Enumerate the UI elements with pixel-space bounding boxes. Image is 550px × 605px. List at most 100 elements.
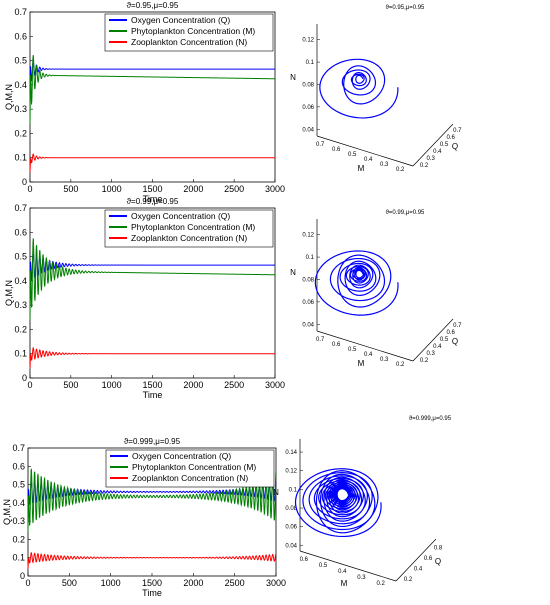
trajectory-line xyxy=(319,58,399,119)
x-tick-label: 2500 xyxy=(224,380,244,390)
x-tick-label: 2500 xyxy=(225,578,245,588)
series-line-2 xyxy=(27,468,277,533)
legend-box xyxy=(104,13,274,52)
series-line-2 xyxy=(29,55,276,124)
q-tick-label: 0.5 xyxy=(440,337,449,343)
legend-box xyxy=(105,449,275,488)
x-axis-label: Time xyxy=(143,194,163,204)
x-tick-label: 1500 xyxy=(142,380,162,390)
m-tick-label: 0.2 xyxy=(396,362,405,368)
m-tick-label: 0.5 xyxy=(348,347,357,353)
legend-entry: Zooplankton Concentration (N) xyxy=(132,473,248,483)
m-axis-line xyxy=(316,135,414,167)
m-tick-label: 0.2 xyxy=(396,167,405,173)
time-series-panel-1: ϑ=0.95,μ=0.95 0 500 1000 1500 2000 2500 3000 0 0.… xyxy=(4,1,285,204)
n-tick-label: 0.12 xyxy=(285,469,297,475)
y-tick-label: 0.1 xyxy=(12,553,25,563)
q-axis-label: Q xyxy=(435,557,441,566)
x-tick-label: 1500 xyxy=(142,578,162,588)
n-tick-label: 0.04 xyxy=(302,127,314,133)
x-tick-label: 1000 xyxy=(102,184,122,194)
n-tick-label: 0.08 xyxy=(285,506,297,512)
legend-entry: Oxygen Concentration (Q) xyxy=(132,451,231,461)
time-series-panel-3: ϑ=0.999,μ=0.95 0 500 1000 1500 2000 2500 3000 0 0… xyxy=(2,437,286,598)
m-tick-label: 0.7 xyxy=(316,337,325,343)
q-tick-label: 0.5 xyxy=(440,142,449,148)
m-axis-line xyxy=(299,550,397,582)
n-tick-label: 0.08 xyxy=(302,277,314,283)
n-tick-label: 0.1 xyxy=(289,487,298,493)
x-tick-label: 1500 xyxy=(142,184,162,194)
y-tick-label: 0.3 xyxy=(14,300,27,310)
y-axis-label: Q,M,N xyxy=(4,84,14,110)
y-tick-label: 0.3 xyxy=(12,516,25,526)
x-tick-label: 2500 xyxy=(224,184,244,194)
legend: Oxygen Concentration (Q)Phytoplankton Co… xyxy=(104,13,274,52)
n-axis-label: N xyxy=(290,268,296,277)
q-tick-label: 0.6 xyxy=(424,556,433,562)
x-tick-label: 1000 xyxy=(101,578,121,588)
y-tick-label: 0.5 xyxy=(12,480,25,490)
n-tick-label: 0.06 xyxy=(285,525,297,531)
series-line-2 xyxy=(29,238,276,320)
phase-portrait-panel-3: ϑ=0.999,μ=0.95 0.04 0.06 0.08 0.1 0.12 0.14 N 0.… xyxy=(273,416,452,588)
q-tick-label: 0.2 xyxy=(404,577,413,583)
m-tick-label: 0.6 xyxy=(300,557,309,563)
y-tick-label: 0.3 xyxy=(14,104,27,114)
y-tick-label: 0.4 xyxy=(12,498,25,508)
legend-entry: Oxygen Concentration (Q) xyxy=(131,211,230,221)
y-tick-label: 0.7 xyxy=(14,203,27,213)
y-tick-label: 0 xyxy=(20,571,25,581)
y-tick-label: 0.5 xyxy=(14,56,27,66)
time-series-panel-2: ϑ=0.99,μ=0.95 0 500 1000 1500 2000 2500 3000 0 0.… xyxy=(4,197,285,400)
y-tick-label: 0.7 xyxy=(12,443,25,453)
y-tick-label: 0 xyxy=(22,373,27,383)
y-tick-label: 0.1 xyxy=(14,349,27,359)
q-tick-label: 0.7 xyxy=(453,323,462,329)
x-tick-label: 2000 xyxy=(183,184,203,194)
q-tick-label: 0.2 xyxy=(420,163,429,169)
legend-entry: Zooplankton Concentration (N) xyxy=(131,37,247,47)
legend: Oxygen Concentration (Q)Phytoplankton Co… xyxy=(105,449,275,488)
n-tick-label: 0.14 xyxy=(285,450,297,456)
n-tick-label: 0.1 xyxy=(306,255,315,261)
y-tick-label: 0.4 xyxy=(14,276,27,286)
legend-entry: Phytoplankton Concentration (M) xyxy=(131,26,255,36)
n-tick-label: 0.12 xyxy=(302,38,314,44)
x-tick-label: 3000 xyxy=(266,578,286,588)
n-tick-label: 0.08 xyxy=(302,82,314,88)
n-tick-label: 0.04 xyxy=(302,322,314,328)
chart-title: ϑ=0.95,μ=0.95 xyxy=(386,5,425,11)
legend-entry: Zooplankton Concentration (N) xyxy=(131,233,247,243)
m-tick-label: 0.3 xyxy=(380,357,389,363)
m-tick-label: 0.5 xyxy=(348,152,357,158)
x-tick-label: 1000 xyxy=(102,380,122,390)
q-tick-label: 0.8 xyxy=(434,545,443,551)
q-axis-label: Q xyxy=(452,142,458,151)
m-tick-label: 0.4 xyxy=(364,157,373,163)
y-tick-label: 0 xyxy=(22,177,27,187)
y-axis-label: Q,M,N xyxy=(2,499,12,525)
x-tick-label: 3000 xyxy=(265,184,285,194)
q-tick-label: 0.4 xyxy=(433,149,442,155)
q-tick-label: 0.6 xyxy=(446,135,455,141)
m-tick-label: 0.4 xyxy=(364,352,373,358)
x-axis-label: Time xyxy=(143,390,163,400)
x-tick-label: 2000 xyxy=(183,380,203,390)
n-tick-label: 0.1 xyxy=(306,60,315,66)
m-tick-label: 0.7 xyxy=(316,142,325,148)
m-axis-line xyxy=(316,330,414,362)
legend-entry: Phytoplankton Concentration (M) xyxy=(132,462,256,472)
x-tick-label: 500 xyxy=(63,380,78,390)
m-tick-label: 0.3 xyxy=(380,162,389,168)
n-tick-label: 0.12 xyxy=(302,233,314,239)
m-tick-label: 0.6 xyxy=(332,342,341,348)
x-tick-label: 2000 xyxy=(183,578,203,588)
n-tick-label: 0.06 xyxy=(302,105,314,111)
q-axis-line xyxy=(412,123,454,167)
y-tick-label: 0.6 xyxy=(12,461,25,471)
q-tick-label: 0.3 xyxy=(426,156,435,162)
y-tick-label: 0.5 xyxy=(14,252,27,262)
q-tick-label: 0.6 xyxy=(446,330,455,336)
chart-title: ϑ=0.95,μ=0.95 xyxy=(127,1,179,10)
